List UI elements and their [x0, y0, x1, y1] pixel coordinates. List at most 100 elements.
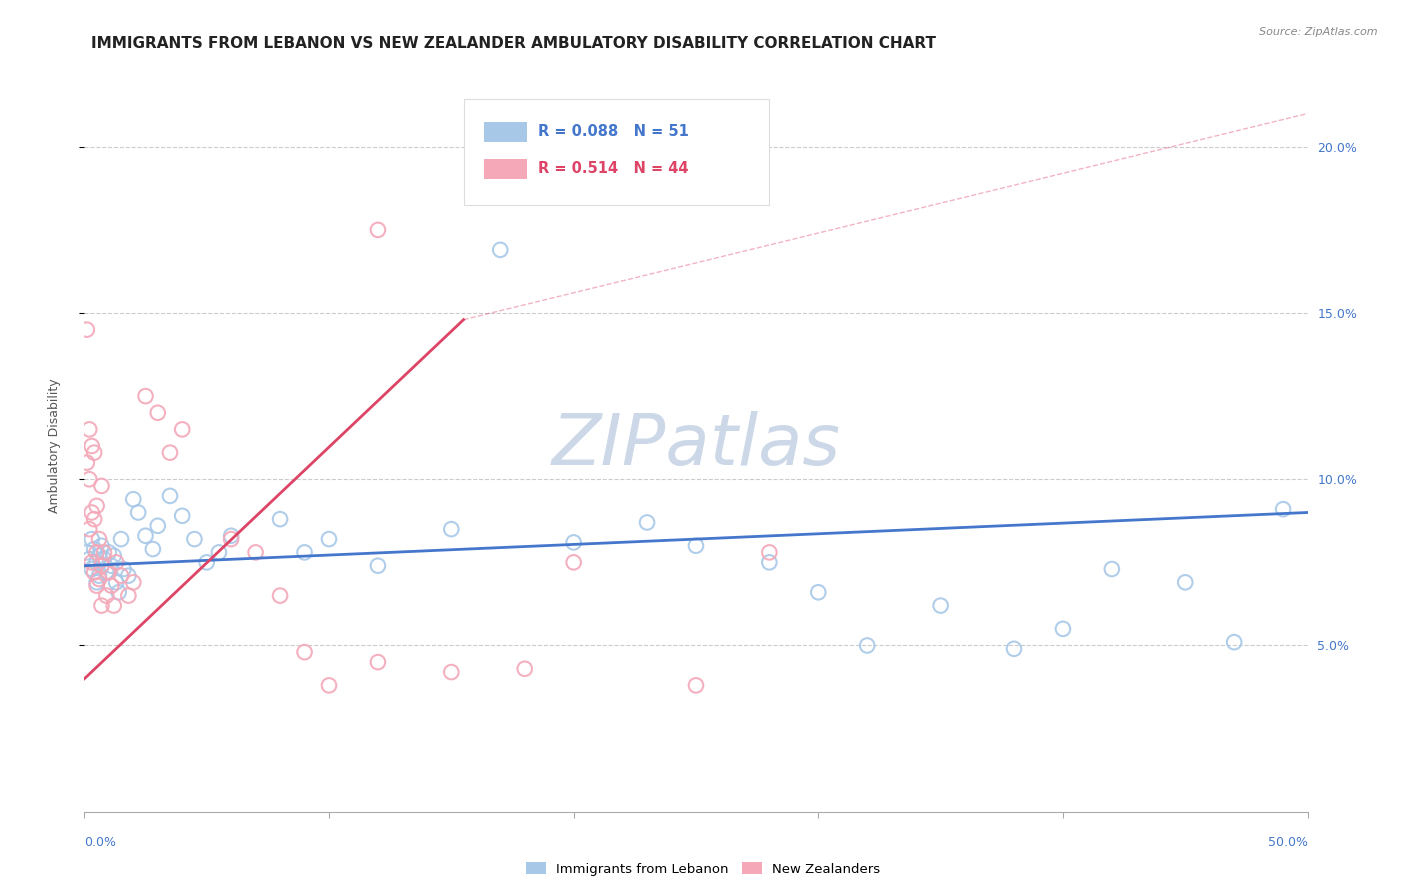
Point — [1002, 641, 1025, 656]
Y-axis label: Ambulatory Disability: Ambulatory Disability — [48, 379, 60, 513]
Point — [83, 445, 105, 459]
Point — [93, 552, 115, 566]
Point — [117, 589, 139, 603]
Point — [90, 599, 112, 613]
Point — [86, 575, 108, 590]
Point — [636, 516, 658, 530]
Text: R = 0.514   N = 44: R = 0.514 N = 44 — [538, 161, 689, 176]
Text: ZIPatlas: ZIPatlas — [551, 411, 841, 481]
Point — [929, 599, 952, 613]
Point — [146, 518, 169, 533]
Text: IMMIGRANTS FROM LEBANON VS NEW ZEALANDER AMBULATORY DISABILITY CORRELATION CHART: IMMIGRANTS FROM LEBANON VS NEW ZEALANDER… — [91, 36, 936, 51]
Point — [758, 555, 780, 569]
Point — [76, 545, 98, 559]
Point — [1052, 622, 1074, 636]
Point — [122, 575, 145, 590]
Point — [146, 406, 169, 420]
Point — [83, 566, 105, 580]
Point — [142, 542, 165, 557]
Point — [86, 579, 108, 593]
Point — [219, 532, 242, 546]
Point — [1174, 575, 1197, 590]
Point — [86, 545, 108, 559]
Point — [100, 558, 122, 573]
Point — [195, 555, 218, 569]
Point — [97, 566, 120, 580]
Point — [103, 599, 125, 613]
Point — [76, 456, 98, 470]
Point — [294, 645, 316, 659]
Point — [562, 535, 585, 549]
Point — [86, 499, 108, 513]
Point — [83, 512, 105, 526]
Point — [87, 572, 110, 586]
Point — [127, 506, 149, 520]
Point — [83, 542, 105, 557]
Point — [87, 568, 110, 582]
Bar — [484, 122, 527, 143]
Point — [80, 562, 103, 576]
Point — [367, 558, 389, 573]
Point — [112, 562, 135, 576]
Point — [103, 549, 125, 563]
Point — [87, 532, 110, 546]
Point — [208, 545, 231, 559]
Point — [367, 655, 389, 669]
Point — [440, 665, 463, 679]
Point — [856, 639, 879, 653]
Bar — [484, 159, 527, 179]
Point — [80, 506, 103, 520]
Point — [110, 532, 132, 546]
Point — [105, 575, 128, 590]
Point — [80, 439, 103, 453]
Point — [87, 549, 110, 563]
Point — [122, 492, 145, 507]
Point — [96, 589, 118, 603]
Point — [367, 223, 389, 237]
Point — [1272, 502, 1295, 516]
Point — [77, 472, 100, 486]
Point — [294, 545, 316, 559]
Point — [159, 489, 181, 503]
Point — [172, 508, 194, 523]
Point — [807, 585, 830, 599]
Point — [90, 558, 112, 573]
Point — [159, 445, 181, 459]
Point — [90, 558, 112, 573]
Point — [80, 532, 103, 546]
Point — [77, 552, 100, 566]
Point — [135, 529, 157, 543]
Point — [77, 522, 100, 536]
Point — [1223, 635, 1246, 649]
Point — [107, 585, 129, 599]
Point — [562, 555, 585, 569]
Point — [172, 422, 194, 436]
Point — [513, 662, 536, 676]
Point — [110, 568, 132, 582]
Point — [269, 512, 291, 526]
Point — [97, 545, 120, 559]
Point — [318, 678, 340, 692]
Text: 0.0%: 0.0% — [84, 837, 117, 849]
Text: 50.0%: 50.0% — [1268, 837, 1308, 849]
Legend: Immigrants from Lebanon, New Zealanders: Immigrants from Lebanon, New Zealanders — [520, 857, 886, 881]
Point — [90, 479, 112, 493]
Point — [489, 243, 512, 257]
Point — [96, 566, 118, 580]
Point — [269, 589, 291, 603]
Point — [90, 539, 112, 553]
Point — [1101, 562, 1123, 576]
Point — [93, 545, 115, 559]
Point — [86, 555, 108, 569]
Point — [183, 532, 205, 546]
Text: R = 0.088   N = 51: R = 0.088 N = 51 — [538, 124, 689, 139]
Point — [318, 532, 340, 546]
Point — [440, 522, 463, 536]
Point — [135, 389, 157, 403]
Point — [685, 539, 707, 553]
Point — [245, 545, 267, 559]
Point — [219, 529, 242, 543]
Point — [758, 545, 780, 559]
Point — [77, 422, 100, 436]
Point — [105, 555, 128, 569]
